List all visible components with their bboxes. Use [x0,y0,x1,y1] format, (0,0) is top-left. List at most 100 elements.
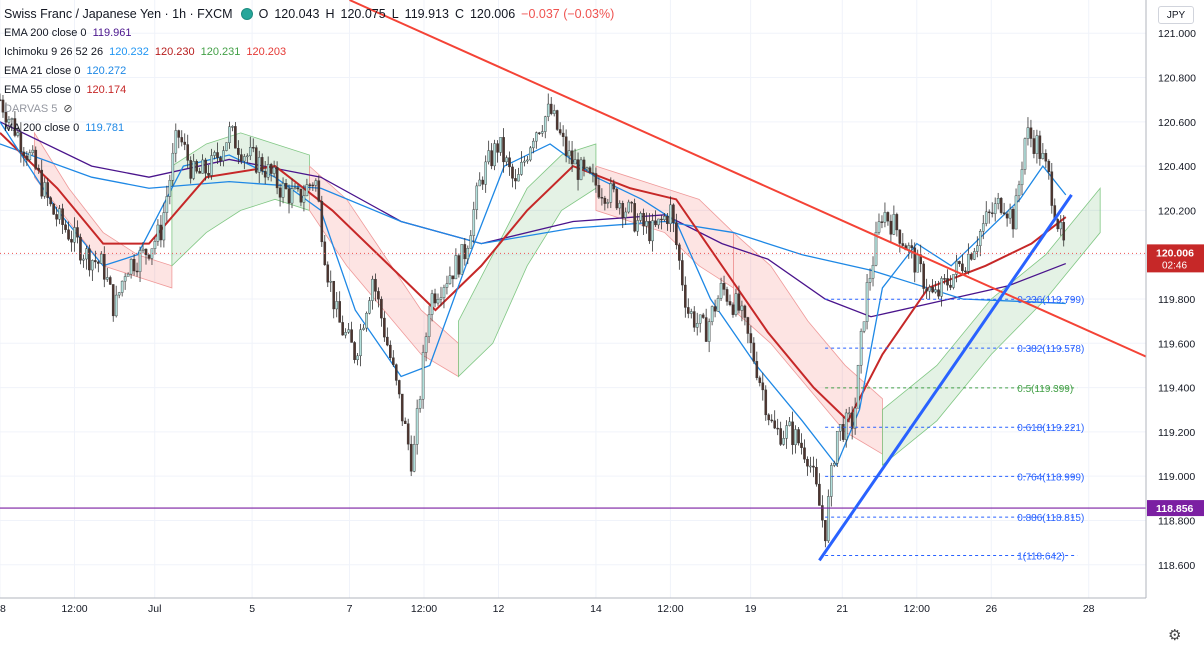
candle-body [746,317,750,334]
candle-body [61,208,64,225]
candle-body [615,188,619,209]
candle-body [108,277,112,285]
candle-body [91,260,94,271]
fib-level-label: 1(118.642) [1017,551,1065,562]
candle-body [740,305,744,311]
candle-body [800,442,803,448]
candle-body [651,220,654,242]
gear-icon[interactable]: ⚙ [1168,627,1182,644]
candle-body [940,278,943,297]
fib-level-label: 0.5(119.399) [1017,384,1073,395]
candle-body [290,188,294,204]
indicator-row[interactable]: EMA 55 close 0 120.174 [4,80,620,99]
indicator-row[interactable]: EMA 21 close 0 120.272 [4,61,620,80]
trendline [349,0,1147,358]
candle-body [681,260,684,286]
candle-body [561,132,565,137]
candle-body [540,131,544,134]
candle-body [806,458,809,467]
candle-body [210,155,213,176]
candle-body [973,251,976,260]
candle-body [174,130,178,154]
candle-body [213,152,216,156]
candle-body [430,293,434,315]
candle-body [543,116,547,132]
candle-body [642,213,645,227]
candle-body [171,152,175,181]
fib-level-label: 0.618(119.221) [1017,423,1084,434]
candle-body [281,183,285,198]
candle-body [377,291,380,300]
candle-body [990,212,994,214]
candle-body [365,312,368,329]
candle-body [168,180,172,197]
hidden-eye-icon[interactable]: ⊘ [63,103,73,115]
indicator-value: 119.961 [92,26,132,39]
symbol-title[interactable]: Swiss Franc / Japanese Yen · 1h · FXCM [4,6,233,21]
candle-body [165,196,169,213]
candle-body [698,314,702,324]
trendline [818,194,1073,562]
candle-body [153,241,157,249]
candle-body [719,282,723,299]
candle-body [603,197,607,204]
candle-body [159,224,163,241]
indicator-row[interactable]: MA 200 close 0 119.781 [4,118,620,137]
candle-body [126,273,130,277]
indicator-row[interactable]: DARVAS 5 ⊘ [4,99,620,118]
candle-body [493,143,496,167]
candle-body [928,286,931,292]
candle-body [764,389,768,416]
x-tick-label: 14 [590,603,602,615]
candle-body [678,244,681,261]
candle-body [82,258,85,261]
indicator-row[interactable]: Ichimoku 9 26 52 26 120.232 120.230 120.231… [4,42,620,61]
indicator-row[interactable]: EMA 200 close 0 119.961 [4,23,620,42]
level-price-tag [1147,500,1204,517]
candle-body [636,220,639,232]
candle-body [43,182,46,197]
candle-body [386,336,389,346]
indicator-value: 120.174 [86,83,127,96]
candle-body [37,168,41,171]
candle-body [55,214,58,220]
bar-countdown-label: 02:46 [1162,260,1187,271]
candle-body [895,214,899,231]
candle-body [448,275,452,284]
currency-button[interactable]: JPY [1158,6,1194,24]
candle-body [248,147,252,157]
series-line [0,121,1067,318]
candle-body [400,393,404,422]
indicator-label: MA 200 close 0 [4,121,80,134]
indicator-list: EMA 200 close 0 119.961 Ichimoku 9 26 52 2… [4,23,620,137]
candle-body [838,424,842,432]
candle-body [767,414,771,421]
candle-body [228,126,231,143]
candle-body [484,161,487,185]
candle-body [1038,135,1042,159]
candle-body [752,342,756,362]
candle-body [329,280,333,283]
candle-body [502,137,505,163]
candle-body [532,140,535,149]
candle-body [514,178,517,182]
y-tick-label: 121.000 [1158,28,1196,40]
candle-body [627,201,630,213]
candle-body [269,164,273,174]
candle-body [454,255,458,280]
candle-body [594,173,598,186]
candle-body [624,211,628,218]
candle-body [1059,222,1063,230]
candle-body [362,327,365,330]
candle-body [999,198,1003,213]
x-tick-label: 12 [493,603,505,615]
candle-body [389,344,392,358]
candle-body [1002,212,1006,215]
candle-body [600,197,604,199]
candle-body [1008,208,1012,219]
candle-body [585,167,589,170]
candle-body [934,289,937,293]
candle-body [824,520,827,542]
